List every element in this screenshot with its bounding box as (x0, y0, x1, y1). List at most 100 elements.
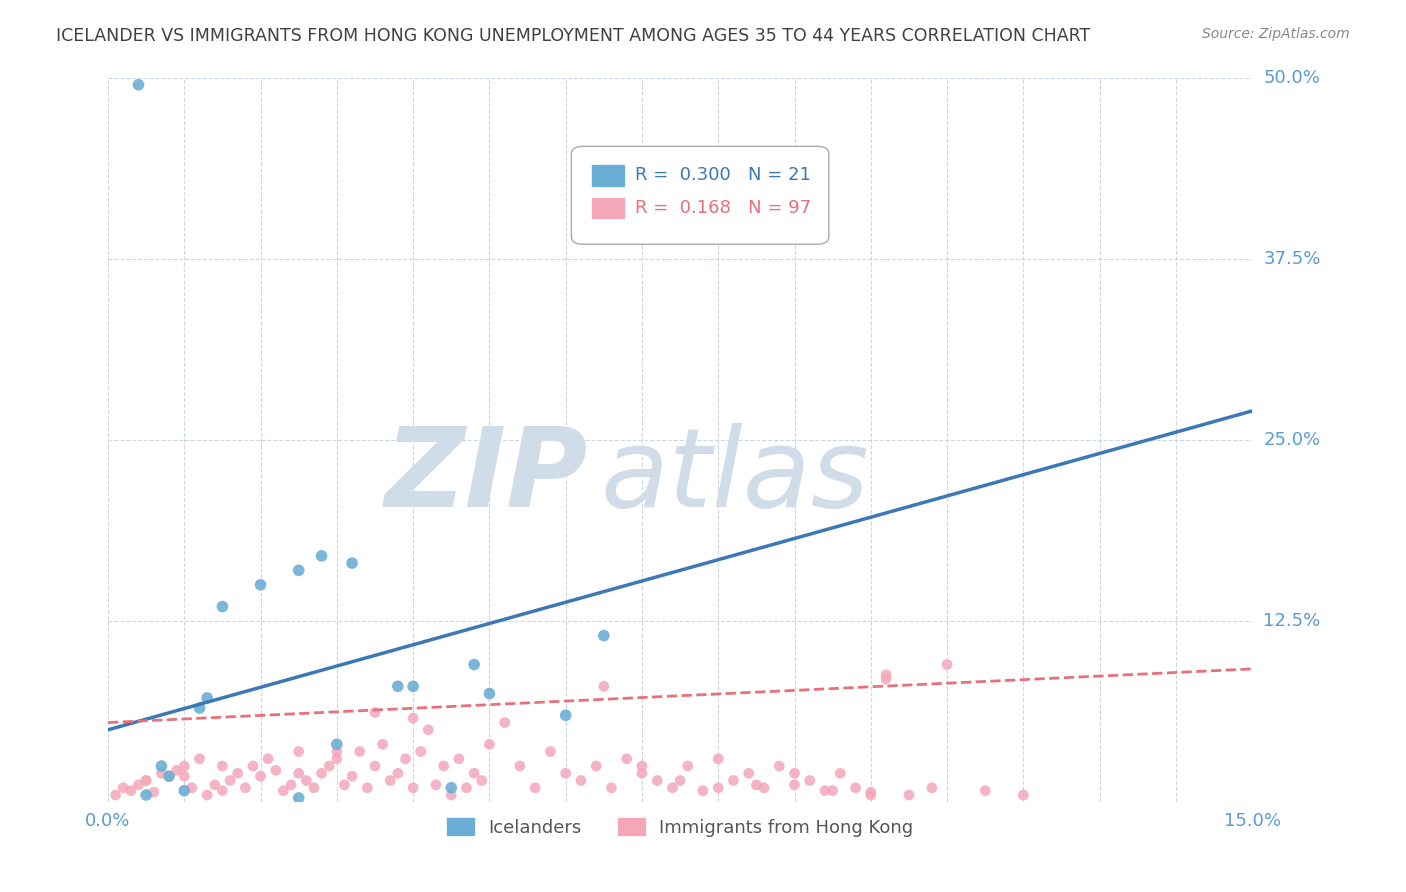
Point (150, 766, 173, 780)
Text: ICELANDER VS IMMIGRANTS FROM HONG KONG UNEMPLOYMENT AMONG AGES 35 TO 44 YEARS CO: ICELANDER VS IMMIGRANTS FROM HONG KONG U… (56, 27, 1091, 45)
Point (936, 657, 959, 672)
Point (676, 759, 699, 773)
Point (921, 780, 943, 795)
Point (418, 723, 440, 737)
Point (799, 773, 821, 788)
Point (128, 78, 150, 92)
Point (897, 788, 920, 802)
Point (478, 687, 501, 701)
Point (326, 737, 349, 751)
Point (645, 773, 668, 788)
Point (669, 773, 692, 788)
Point (974, 783, 997, 797)
Point (280, 778, 302, 792)
Point (135, 788, 157, 802)
Point (463, 657, 485, 672)
Point (326, 745, 349, 759)
Point (135, 773, 157, 788)
Point (340, 769, 363, 783)
Point (219, 773, 242, 788)
Point (830, 766, 852, 780)
Point (768, 759, 790, 773)
Point (745, 778, 768, 792)
Point (371, 737, 394, 751)
Point (311, 549, 333, 563)
Point (333, 778, 356, 792)
Point (433, 759, 456, 773)
Text: 12.5%: 12.5% (1264, 612, 1320, 630)
Point (569, 773, 592, 788)
Point (150, 759, 173, 773)
Point (478, 737, 501, 751)
Point (249, 769, 271, 783)
Point (509, 759, 531, 773)
Point (157, 769, 180, 783)
Text: R =  0.168   N = 97: R = 0.168 N = 97 (636, 199, 811, 217)
Point (554, 766, 576, 780)
Point (661, 780, 683, 795)
Point (859, 785, 882, 799)
Point (707, 752, 730, 766)
Point (180, 780, 202, 795)
Point (616, 752, 638, 766)
Point (364, 706, 387, 720)
Point (318, 759, 340, 773)
Point (166, 764, 188, 778)
Point (471, 773, 494, 788)
Point (440, 780, 463, 795)
Point (264, 764, 287, 778)
Text: 50.0%: 50.0% (1264, 69, 1320, 87)
Point (211, 599, 233, 614)
Point (538, 745, 561, 759)
Point (425, 778, 447, 792)
Point (387, 766, 409, 780)
Point (287, 563, 309, 577)
Point (692, 783, 714, 797)
Point (112, 780, 135, 795)
Point (295, 773, 318, 788)
Point (173, 769, 195, 783)
Point (447, 752, 470, 766)
Point (875, 667, 897, 681)
Point (821, 783, 844, 797)
Point (188, 752, 211, 766)
Point (402, 711, 425, 725)
Point (273, 783, 295, 797)
Point (195, 690, 218, 705)
Point (814, 783, 837, 797)
Point (157, 769, 180, 783)
Point (233, 780, 256, 795)
Text: Source: ZipAtlas.com: Source: ZipAtlas.com (1202, 27, 1350, 41)
Point (494, 715, 516, 730)
Point (524, 780, 547, 795)
Point (592, 679, 614, 693)
Point (142, 785, 165, 799)
Text: 25.0%: 25.0% (1264, 431, 1320, 449)
Point (380, 773, 402, 788)
Point (287, 791, 309, 805)
Point (859, 788, 882, 802)
Point (631, 759, 654, 773)
Point (1012, 788, 1035, 802)
Point (364, 759, 387, 773)
Point (173, 783, 195, 797)
Point (783, 778, 806, 792)
Point (631, 766, 654, 780)
Point (707, 780, 730, 795)
Point (128, 778, 150, 792)
Point (592, 629, 614, 643)
Point (340, 556, 363, 570)
Point (287, 766, 309, 780)
Point (402, 780, 425, 795)
Point (402, 679, 425, 693)
Point (463, 766, 485, 780)
Point (311, 766, 333, 780)
Point (387, 679, 409, 693)
Point (257, 752, 280, 766)
Point (226, 766, 249, 780)
Text: 37.5%: 37.5% (1264, 250, 1320, 268)
Text: atlas: atlas (600, 423, 869, 530)
Point (211, 759, 233, 773)
Point (600, 780, 623, 795)
Bar (592, 198, 624, 219)
